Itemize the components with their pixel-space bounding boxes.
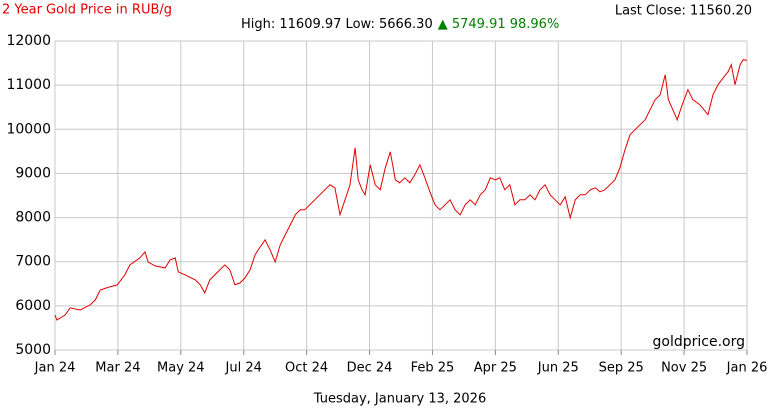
chart-title: 2 Year Gold Price in RUB/g: [2, 3, 172, 18]
x-tick-label: Jun 25: [537, 361, 579, 376]
x-tick-label: Jan 26: [726, 361, 768, 376]
y-tick-label: 5000: [15, 342, 51, 358]
price-line: [54, 59, 748, 321]
x-tick-label: Dec 24: [347, 361, 393, 376]
high-low: High: 11609.97 Low: 5666.30 ▲ 5749.91 98.…: [241, 17, 559, 32]
x-tick-label: Mar 24: [95, 361, 140, 376]
watermark: goldprice.org: [653, 334, 745, 350]
x-tick-label: Nov 25: [661, 361, 707, 376]
y-tick-label: 9000: [15, 165, 51, 181]
date: Tuesday, January 13, 2026: [313, 392, 486, 407]
x-tick-label: Jan 24: [34, 361, 76, 376]
change: ▲ 5749.91 98.96%: [438, 17, 560, 32]
y-tick-label: 6000: [15, 298, 51, 314]
x-tick-label: Sep 25: [599, 361, 644, 376]
high-low-text: High: 11609.97 Low: 5666.30: [241, 17, 433, 32]
y-tick-label: 11000: [6, 77, 51, 93]
y-tick-label: 8000: [15, 210, 51, 226]
y-tick-label: 7000: [15, 254, 51, 270]
x-tick-label: Oct 24: [285, 361, 328, 376]
y-tick-label: 10000: [6, 121, 51, 137]
last-close: Last Close: 11560.20: [615, 4, 752, 19]
y-tick-label: 12000: [6, 33, 51, 49]
x-tick-label: May 24: [157, 361, 205, 376]
x-tick-label: Apr 25: [474, 361, 517, 376]
plot-area: [54, 40, 748, 351]
x-tick-label: Feb 25: [411, 361, 455, 376]
x-tick-label: Jul 24: [225, 361, 262, 376]
